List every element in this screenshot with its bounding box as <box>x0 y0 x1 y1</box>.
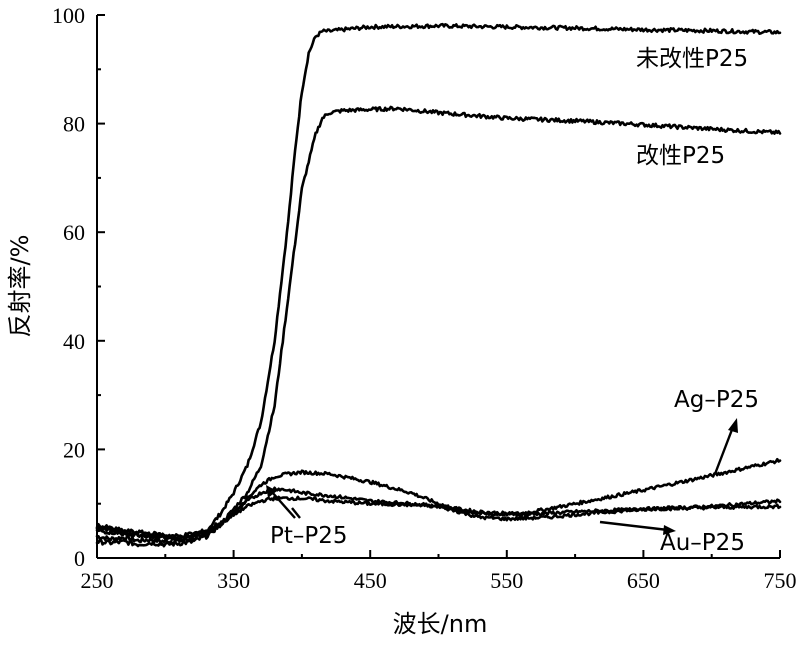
label-modified-p25: 改性P25 <box>636 143 725 169</box>
x-tick-label-550: 550 <box>490 568 523 593</box>
x-tick-label-350: 350 <box>217 568 250 593</box>
series-group <box>95 22 782 548</box>
au-arrowhead <box>663 525 676 535</box>
label-ag-p25: Ag–P25 <box>674 387 759 413</box>
x-tick-label-450: 450 <box>354 568 387 593</box>
x-tick-label-250: 250 <box>81 568 114 593</box>
series-line-0 <box>95 22 782 545</box>
label-au-p25: Au–P25 <box>660 530 745 556</box>
label-unmodified-p25: 未改性P25 <box>636 46 748 72</box>
ag-arrowhead <box>728 418 738 433</box>
y-tick-label-20: 20 <box>63 437 85 462</box>
y-axis-title: 反射率/% <box>6 235 34 338</box>
ticks: 250 350 450 550 650 750 0 20 40 60 80 100 <box>52 3 797 593</box>
y-tick-label-0: 0 <box>74 546 85 571</box>
series-labels: 未改性P25 改性P25 Ag–P25 Au–P25 Pt–P25 <box>270 46 759 556</box>
pt-arrow-line-1 <box>271 491 296 519</box>
x-tick-label-650: 650 <box>627 568 660 593</box>
axes <box>96 15 780 559</box>
y-tick-label-40: 40 <box>63 329 85 354</box>
series-line-2 <box>95 457 782 543</box>
y-tick-label-60: 60 <box>63 220 85 245</box>
series-line-4 <box>95 495 782 539</box>
x-tick-label-750: 750 <box>764 568 797 593</box>
ag-arrow-line <box>713 426 735 475</box>
y-tick-label-80: 80 <box>63 112 85 137</box>
pt-arrowhead-1 <box>266 485 277 498</box>
pt-arrow-line-2 <box>291 507 301 519</box>
label-pt-p25: Pt–P25 <box>270 523 348 549</box>
x-axis-title: 波长/nm <box>393 610 488 638</box>
annotation-arrows <box>266 418 738 535</box>
y-tick-label-100: 100 <box>52 3 85 28</box>
series-line-1 <box>95 105 782 548</box>
au-arrow-line <box>599 520 669 532</box>
